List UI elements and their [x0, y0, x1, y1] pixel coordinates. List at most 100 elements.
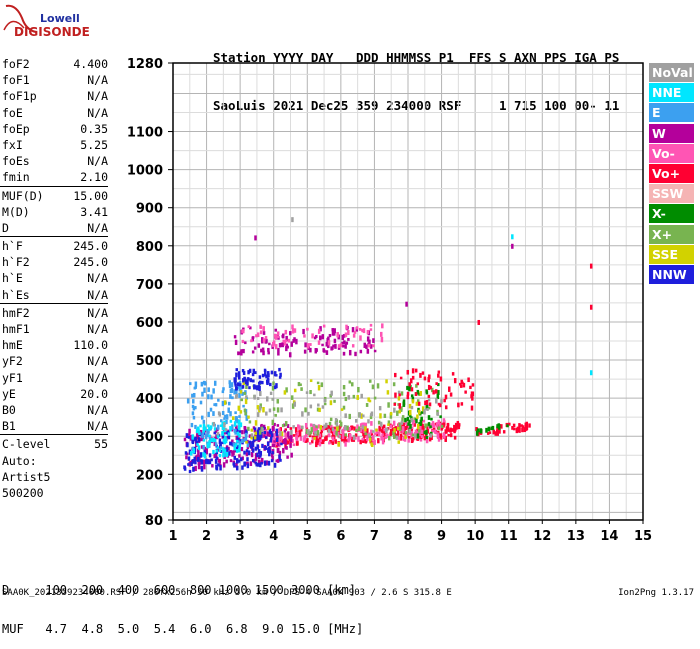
echo-point	[237, 425, 241, 430]
echo-point	[256, 397, 260, 400]
echo-point	[263, 434, 266, 438]
echo-point	[327, 425, 330, 430]
echo-point	[262, 407, 265, 413]
echo-point	[245, 383, 248, 390]
echo-point	[298, 425, 301, 431]
param-label: D	[2, 220, 9, 235]
echo-point	[413, 432, 417, 435]
echo-point	[272, 381, 275, 386]
echo-point	[189, 437, 193, 441]
echo-point	[518, 427, 521, 433]
echo-point	[256, 332, 260, 338]
echo-point	[270, 436, 273, 440]
echo-point	[464, 390, 467, 394]
echo-point	[196, 432, 199, 436]
echo-point	[388, 435, 391, 441]
y-tick-label: 1100	[127, 126, 163, 141]
echo-point	[256, 444, 259, 450]
echo-point	[284, 446, 288, 449]
echo-point	[411, 433, 415, 437]
echo-point	[406, 385, 409, 390]
echo-point	[523, 427, 527, 433]
echo-point	[284, 329, 288, 335]
echo-point	[212, 421, 216, 427]
echo-point	[406, 394, 410, 400]
echo-point	[344, 332, 348, 338]
echo-point	[439, 376, 443, 382]
echo-point	[429, 433, 433, 438]
echo-point	[287, 435, 290, 439]
legend-item: SSE	[649, 244, 694, 264]
echo-point	[232, 450, 235, 456]
echo-point	[241, 465, 244, 470]
echo-point	[283, 438, 287, 443]
echo-point	[249, 326, 252, 330]
param-row: foEp 0.35	[0, 121, 112, 137]
echo-point	[410, 417, 414, 423]
echo-point	[421, 423, 424, 428]
echo-point	[233, 464, 236, 468]
legend-item: E	[649, 103, 694, 123]
echo-point	[393, 428, 396, 433]
echo-point	[451, 372, 455, 376]
param-value: N/A	[87, 305, 108, 320]
echo-point	[243, 450, 246, 455]
echo-point	[215, 466, 219, 471]
echo-point	[382, 424, 386, 429]
echo-point	[191, 404, 195, 409]
echo-point	[191, 459, 195, 464]
echo-point	[278, 428, 281, 434]
echo-point	[449, 427, 452, 433]
echo-point	[382, 433, 386, 440]
echo-point	[277, 347, 280, 353]
echo-point	[239, 439, 242, 443]
x-tick-label: 10	[466, 529, 484, 544]
echo-point	[185, 455, 188, 460]
echo-point	[252, 379, 255, 383]
echo-point	[366, 428, 369, 433]
echo-point	[268, 433, 272, 438]
echo-point	[380, 423, 383, 427]
echo-point	[490, 426, 493, 431]
echo-point	[241, 391, 244, 396]
echo-point	[250, 451, 254, 458]
echo-point	[403, 429, 406, 435]
echo-point	[200, 468, 204, 472]
echo-point	[327, 340, 331, 346]
echo-point	[259, 435, 262, 441]
echo-point	[353, 426, 356, 431]
echo-point	[290, 395, 294, 400]
echo-point	[243, 377, 247, 382]
echo-point	[350, 425, 353, 430]
echo-point	[276, 331, 280, 335]
echo-point	[274, 413, 277, 417]
echo-point	[397, 436, 401, 440]
echo-point	[245, 449, 249, 453]
echo-point	[328, 421, 332, 426]
echo-point	[370, 442, 373, 446]
echo-point	[228, 382, 232, 389]
x-tick-label: 11	[500, 529, 518, 544]
echo-point	[206, 429, 209, 432]
echo-point	[425, 399, 429, 406]
echo-point	[233, 445, 237, 451]
echo-point	[456, 420, 460, 426]
echo-point	[372, 344, 375, 348]
echo-point	[318, 436, 322, 440]
echo-point	[276, 424, 280, 427]
echo-point	[401, 426, 405, 432]
echo-point	[442, 422, 445, 428]
param-value: N/A	[87, 220, 108, 235]
echo-point	[195, 440, 198, 445]
echo-point	[437, 383, 440, 387]
echo-point	[223, 400, 227, 405]
legend-item: X+	[649, 224, 694, 244]
echo-point	[314, 431, 317, 437]
param-row: B1 N/A	[0, 418, 112, 434]
echo-point	[243, 408, 247, 413]
echo-point	[410, 426, 414, 430]
legend-item: NoVal	[649, 63, 694, 82]
echo-point	[234, 386, 238, 391]
muf-value-row: MUF 4.7 4.8 5.0 5.4 6.0 6.8 9.0 15.0 [MH…	[2, 622, 364, 636]
echo-point	[261, 373, 265, 378]
